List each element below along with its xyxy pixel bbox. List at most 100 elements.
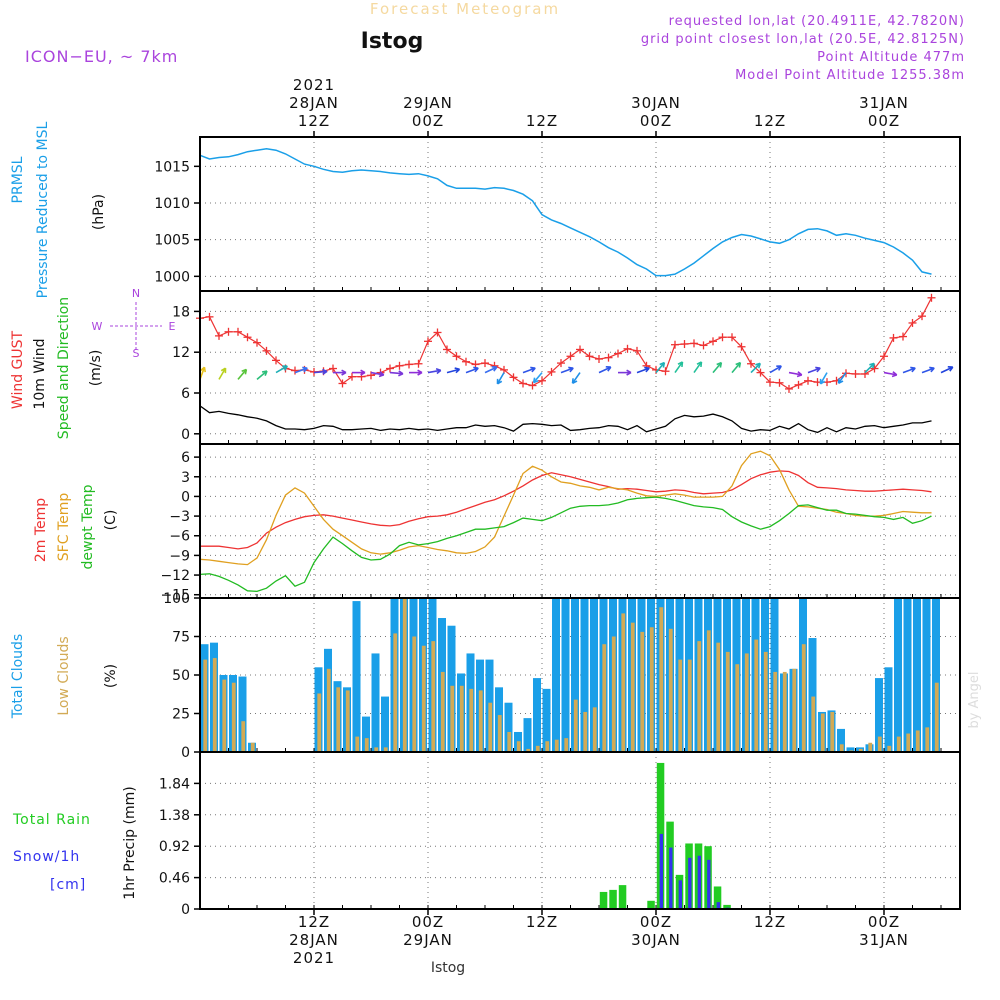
- wind-arrow-head: [568, 366, 574, 369]
- pressure-label-msl: Pressure Reduced to MSL: [35, 121, 51, 298]
- wind-arrow-head: [910, 366, 916, 369]
- y-tick-label: 0: [181, 489, 190, 505]
- clouds-unit: (%): [103, 664, 119, 688]
- wind-arrow-head: [302, 366, 308, 369]
- low-cloud-bar: [906, 733, 911, 752]
- low-cloud-bar: [241, 721, 246, 752]
- pressure-label-prmsl: PRMSL: [10, 156, 26, 203]
- wind-arrow: [256, 370, 268, 381]
- wind-arrow: [598, 366, 612, 374]
- top-time-label: 00Z: [412, 112, 444, 130]
- model-label: ICON−EU, ~ 7km: [25, 47, 178, 66]
- wind-arrow: [864, 362, 875, 374]
- wind-arrow: [883, 371, 897, 376]
- wind-arrow: [533, 372, 543, 384]
- wind-arrow: [275, 365, 288, 374]
- wind-arrow-head: [473, 366, 479, 369]
- wind-arrow: [655, 362, 665, 374]
- pressure-line: [199, 147, 932, 277]
- wind-10m-label: 10m Wind: [32, 338, 48, 409]
- wind-arrow: [560, 367, 574, 374]
- low-cloud-bar: [668, 628, 673, 752]
- low-cloud-bar: [535, 745, 540, 752]
- total-cloud-bar: [533, 678, 541, 752]
- wind-arrow-head: [892, 371, 898, 376]
- wind-arrow: [389, 371, 404, 375]
- bottom-time-label: 28JAN: [289, 931, 339, 949]
- low-cloud-bar: [744, 653, 749, 752]
- low-cloud-bar: [345, 690, 350, 752]
- y-tick-label: 0: [181, 745, 190, 761]
- low-cloud-bar: [934, 682, 939, 752]
- rain-bar: [599, 891, 608, 909]
- wind-arrow-head: [533, 379, 539, 384]
- top-time-label: 12Z: [526, 112, 558, 130]
- y-tick-label: 12: [172, 345, 190, 361]
- wind-arrow-head: [497, 380, 503, 385]
- snow-bar: [659, 833, 663, 909]
- y-tick-label: −6: [169, 529, 190, 545]
- wind-arrow-head: [677, 361, 683, 365]
- top-time-label: 00Z: [868, 112, 900, 130]
- wind-arrow-head: [644, 366, 650, 369]
- dewpt-line: [199, 496, 932, 593]
- snow-unit-label: [cm]: [50, 877, 86, 893]
- low-cloud-bar: [393, 633, 398, 752]
- y-tick-label: 6: [181, 386, 190, 402]
- total-rain-label: Total Rain: [12, 812, 91, 828]
- temp-dewpt-label: dewpt Temp: [80, 484, 96, 569]
- wind-arrow: [921, 367, 935, 374]
- wind-10m-line: [199, 405, 932, 434]
- total-cloud-bar: [352, 601, 361, 752]
- y-tick-label: −3: [169, 509, 190, 525]
- top-time-label: 12Z: [754, 112, 786, 130]
- bottom-time-label: 30JAN: [631, 931, 681, 949]
- total-cloud-bar: [913, 598, 921, 752]
- chart-supertitle: Forecast Meteogram: [370, 0, 560, 18]
- low-cloud-bar: [469, 688, 474, 752]
- low-cloud-bar: [678, 659, 683, 752]
- t2m-line: [200, 470, 932, 550]
- low-cloud-bar: [858, 748, 863, 752]
- tsfc-line: [199, 450, 932, 566]
- total-cloud-bar: [238, 676, 247, 752]
- low-cloud-bar: [735, 664, 740, 752]
- requested-location: requested lon,lat (20.4911E, 42.7820N): [669, 14, 965, 29]
- top-time-label: 2021: [293, 76, 335, 94]
- top-time-label: 31JAN: [859, 94, 909, 112]
- total-cloud-bar: [561, 598, 570, 752]
- wind-arrow: [446, 368, 460, 374]
- bottom-time-label: 00Z: [412, 913, 444, 931]
- low-cloud-bar: [440, 671, 445, 752]
- wind-arrow: [807, 367, 821, 374]
- bottom-time-label: 31JAN: [859, 931, 909, 949]
- top-time-label: 30JAN: [631, 94, 681, 112]
- wind-arrow: [465, 367, 479, 374]
- wind-arrow: [496, 372, 505, 385]
- y-tick-label: 1.38: [159, 808, 190, 824]
- wind-arrow: [636, 367, 650, 374]
- low-cloud-bar: [887, 745, 892, 752]
- low-cloud-bar: [602, 644, 607, 752]
- temperature-panel: 2m Temp SFC Temp dewpt Temp (C) −15 −12 −9…: [33, 443, 961, 604]
- compass-letter: W: [92, 320, 103, 333]
- wind-arrow-head: [398, 370, 404, 375]
- low-cloud-bar: [421, 645, 426, 752]
- wind-arrow-head: [755, 362, 761, 366]
- low-cloud-bar: [450, 685, 455, 752]
- low-clouds-label: Low Clouds: [56, 636, 72, 715]
- rain-bar: [723, 904, 731, 909]
- total-cloud-bar: [371, 653, 380, 752]
- total-cloud-bar: [808, 638, 817, 752]
- wind-arrow-head: [220, 367, 226, 372]
- y-tick-label: 0: [181, 427, 190, 443]
- wind-arrow: [522, 367, 536, 374]
- y-tick-label: 0.92: [159, 839, 190, 855]
- total-cloud-bar: [504, 702, 513, 752]
- compass-letter: N: [132, 287, 140, 300]
- wind-arrow: [693, 361, 703, 374]
- snow-bar: [697, 855, 701, 909]
- wind-arrow-head: [200, 366, 205, 372]
- bottom-station-label: Istog: [431, 960, 465, 976]
